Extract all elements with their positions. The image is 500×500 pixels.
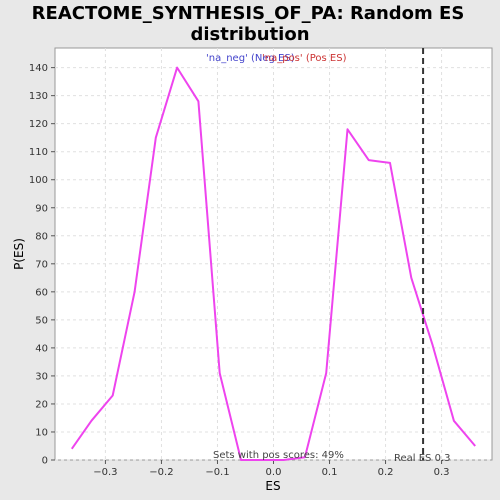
x-tick-label: 0.2 xyxy=(378,467,394,478)
chart-title-line2: distribution xyxy=(190,24,309,45)
y-tick-label: 130 xyxy=(29,91,48,102)
y-tick-label: 60 xyxy=(35,287,48,298)
y-tick-label: 80 xyxy=(35,231,48,242)
y-tick-label: 120 xyxy=(29,119,48,130)
series-line xyxy=(70,66,476,461)
x-tick-label: −0.2 xyxy=(149,467,173,478)
x-tick-label: −0.3 xyxy=(93,467,117,478)
x-tick-label: 0.1 xyxy=(322,467,338,478)
y-tick-label: 10 xyxy=(35,427,48,438)
x-tick-label: 0.0 xyxy=(266,467,282,478)
y-axis-label: P(ES) xyxy=(12,238,26,270)
real-es-label: Real ES 0.3 xyxy=(394,453,450,464)
x-tick-label: −0.1 xyxy=(205,467,229,478)
legend-entry-pos: 'na_pos' (Pos ES) xyxy=(262,53,347,64)
series-layer xyxy=(70,66,476,461)
pos-scores-note: Sets with pos scores: 49% xyxy=(213,450,344,461)
y-axis-ticks: 0 10 20 30 40 50 60 70 80 90 100 110 120 130 140 xyxy=(29,63,55,467)
y-tick-label: 0 xyxy=(42,456,48,467)
y-tick-label: 30 xyxy=(35,371,48,382)
x-tick-label: 0.3 xyxy=(434,467,450,478)
x-axis-ticks: −0.3 −0.2 −0.1 0.0 0.1 0.2 0.3 xyxy=(93,460,450,478)
y-tick-label: 70 xyxy=(35,259,48,270)
y-tick-label: 50 xyxy=(35,315,48,326)
y-tick-label: 100 xyxy=(29,175,48,186)
grid-lines xyxy=(55,48,492,461)
y-tick-label: 20 xyxy=(35,399,48,410)
x-axis-label: ES xyxy=(265,479,280,493)
y-tick-label: 90 xyxy=(35,203,48,214)
legend-entry-neg: 'na_neg' (Neg ES) xyxy=(206,53,295,64)
y-tick-label: 140 xyxy=(29,63,48,74)
y-tick-label: 40 xyxy=(35,343,48,354)
y-tick-label: 110 xyxy=(29,147,48,158)
chart-title-line1: REACTOME_SYNTHESIS_OF_PA: Random ES xyxy=(32,3,465,24)
